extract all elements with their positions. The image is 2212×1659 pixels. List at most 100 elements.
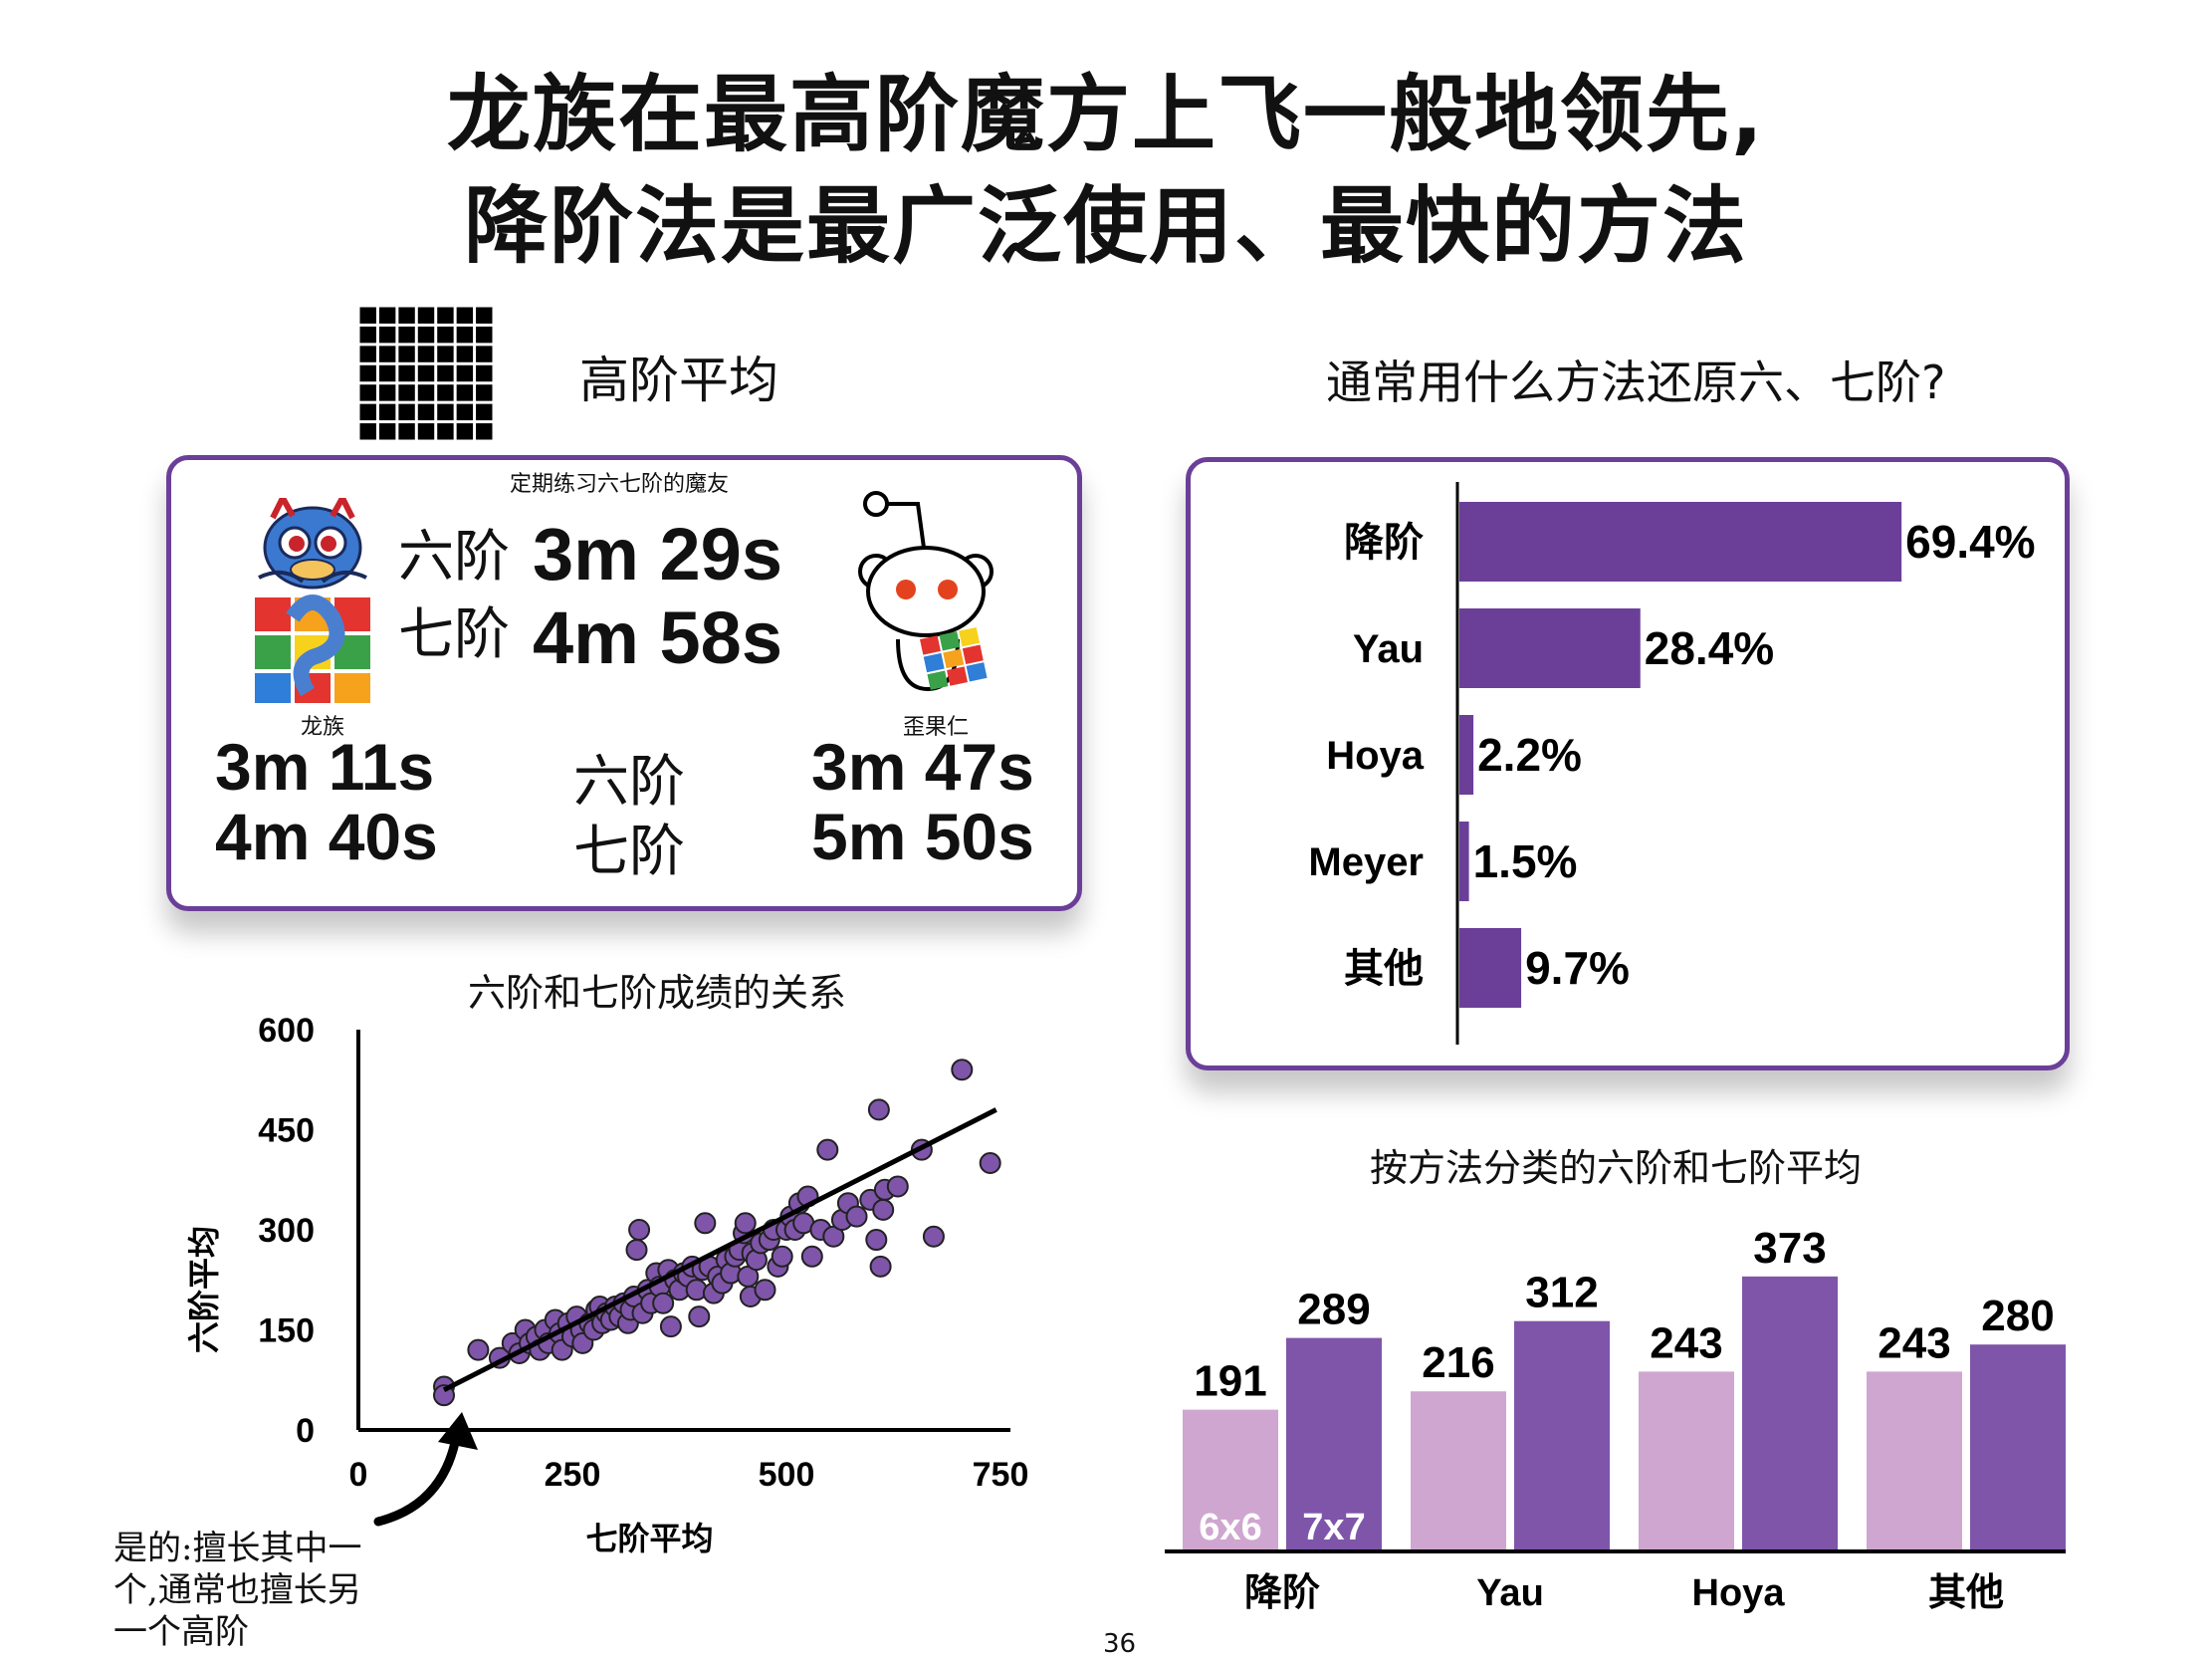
grid-cell xyxy=(437,326,454,344)
grouped-bar xyxy=(1970,1344,2066,1549)
scatter-point xyxy=(433,1384,455,1407)
trend-line xyxy=(442,1107,997,1393)
grid-cell xyxy=(359,346,376,362)
grid-cell xyxy=(437,423,454,440)
reddit-alien-icon xyxy=(858,490,997,703)
grid-cell xyxy=(437,403,454,421)
grid-cell xyxy=(359,307,376,324)
group-category-label: Hoya xyxy=(1692,1572,1786,1614)
grid-cell xyxy=(378,326,396,344)
grid-cell xyxy=(359,364,376,382)
7x7-grid-icon xyxy=(358,306,494,445)
grid-cell xyxy=(476,346,493,362)
grid-cell xyxy=(437,364,454,382)
grid-cell xyxy=(456,346,474,362)
grid-cell xyxy=(398,384,415,401)
annotation-line: 个,通常也擅长另 xyxy=(113,1570,361,1610)
group-category-label: 其他 xyxy=(1928,1572,2004,1614)
method-label: 降阶 xyxy=(1344,521,1424,565)
dragon-six-time: 3m 11s xyxy=(215,730,435,804)
overall-seven-label: 七阶 xyxy=(398,602,510,667)
method-value-label: 28.4% xyxy=(1645,622,1774,674)
method-value-label: 2.2% xyxy=(1477,729,1582,781)
y-tick-label: 300 xyxy=(258,1212,315,1250)
scatter-point xyxy=(734,1212,757,1235)
x-tick-label: 500 xyxy=(759,1456,815,1494)
scatter-point xyxy=(688,1305,711,1328)
scatter-point xyxy=(816,1138,839,1161)
method-value-label: 69.4% xyxy=(1905,516,2035,568)
grid-cell xyxy=(378,403,396,421)
grouped-bar xyxy=(1411,1391,1506,1549)
scatter-title: 六阶和七阶成绩的关系 xyxy=(468,971,847,1015)
scatter-point xyxy=(628,1219,651,1241)
grid-cell xyxy=(437,346,454,362)
annotation-line: 是的:擅长其中一 xyxy=(113,1529,362,1568)
scatter-point xyxy=(845,1205,868,1228)
method-bar xyxy=(1459,608,1641,688)
grid-cell xyxy=(437,384,454,401)
scatter-point xyxy=(872,1198,895,1221)
annotation-arrow xyxy=(373,1412,478,1527)
grid-cell xyxy=(456,403,474,421)
scatter-point xyxy=(659,1315,682,1338)
scatter-point xyxy=(625,1239,648,1262)
y-tick-label: 450 xyxy=(258,1112,315,1150)
method-bar xyxy=(1459,822,1469,901)
grid-cell xyxy=(456,423,474,440)
scatter-point xyxy=(754,1279,776,1302)
x-tick-label: 0 xyxy=(349,1456,368,1494)
method-label: Meyer xyxy=(1308,840,1424,884)
method-label: 其他 xyxy=(1344,947,1424,991)
grouped-bar-chart: 191 6x6 289 7x7 降阶 216 312 Yau 243 373 Hoya 243 280 其… xyxy=(1165,1224,2066,1614)
scatter-point xyxy=(467,1338,490,1361)
scatter-point xyxy=(979,1152,1001,1174)
scatter-point xyxy=(800,1245,823,1268)
grid-cell xyxy=(417,364,435,382)
group-category-label: Yau xyxy=(1476,1572,1544,1614)
method-bar xyxy=(1459,715,1474,795)
grid-cell xyxy=(456,384,474,401)
y-tick-label: 600 xyxy=(258,1012,315,1050)
grouped-bar xyxy=(1639,1371,1734,1549)
y-tick-label: 150 xyxy=(258,1312,315,1350)
grid-cell xyxy=(398,423,415,440)
grouped-bar xyxy=(1514,1320,1610,1549)
methods-bar-chart: 降阶 69.4% Yau 28.4% Hoya 2.2% Meyer 1.5% 其他 9.7% xyxy=(1308,482,2036,1045)
grouped-value-label: 243 xyxy=(1878,1318,1950,1367)
method-value-label: 1.5% xyxy=(1473,835,1578,887)
scatter-point xyxy=(771,1245,793,1268)
grid-cell xyxy=(476,423,493,440)
grid-cell xyxy=(398,364,415,382)
grid-cell xyxy=(417,384,435,401)
grid-cell xyxy=(476,403,493,421)
left-header-label: 高阶平均 xyxy=(579,352,778,409)
grid-cell xyxy=(398,346,415,362)
y-tick-label: 0 xyxy=(296,1412,315,1450)
grid-cell xyxy=(378,423,396,440)
grouped-bar xyxy=(1286,1337,1382,1549)
grid-cell xyxy=(476,384,493,401)
grid-cell xyxy=(378,346,396,362)
grid-cell xyxy=(456,307,474,324)
right-header-label: 通常用什么方法还原六、七阶? xyxy=(1326,356,1946,409)
scatter-point xyxy=(886,1175,909,1198)
scatter-point xyxy=(922,1225,945,1248)
method-value-label: 9.7% xyxy=(1525,942,1630,994)
grid-cell xyxy=(398,326,415,344)
grid-cell xyxy=(359,423,376,440)
grid-cell xyxy=(476,307,493,324)
grid-cell xyxy=(456,364,474,382)
reddit-name: 歪果仁 xyxy=(903,715,970,740)
method-bar xyxy=(1459,928,1522,1008)
grid-cell xyxy=(417,403,435,421)
grid-cell xyxy=(378,307,396,324)
grouped-title: 按方法分类的六阶和七阶平均 xyxy=(1370,1146,1863,1190)
grid-cell xyxy=(417,326,435,344)
grouped-value-label: 289 xyxy=(1297,1286,1370,1334)
card-caption: 定期练习六七阶的魔友 xyxy=(510,472,730,497)
overall-seven-time: 4m 58s xyxy=(533,596,782,679)
grid-cell xyxy=(456,326,474,344)
overall-six-label: 六阶 xyxy=(398,525,510,590)
grouped-bar xyxy=(1867,1371,1962,1549)
